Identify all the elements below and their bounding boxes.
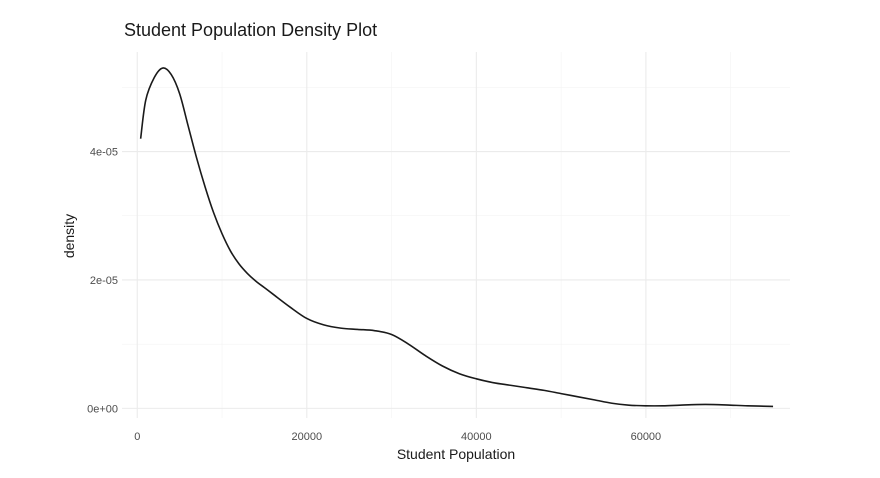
y-tick-label: 2e-05 — [90, 275, 118, 287]
tick-labels: 0 20000 40000 60000 0e+00 2e-05 4e-05 — [87, 147, 661, 443]
y-tick-label: 0e+00 — [87, 403, 118, 415]
x-tick-label: 0 — [134, 431, 140, 443]
grid — [122, 52, 790, 418]
x-tick-label: 60000 — [631, 431, 662, 443]
density-curve — [139, 67, 774, 408]
x-tick-label: 20000 — [292, 431, 323, 443]
chart-title: Student Population Density Plot — [124, 20, 377, 40]
x-axis-title: Student Population — [397, 446, 515, 462]
x-tick-label: 40000 — [461, 431, 492, 443]
y-axis-title: density — [61, 214, 77, 258]
y-tick-label: 4e-05 — [90, 147, 118, 159]
